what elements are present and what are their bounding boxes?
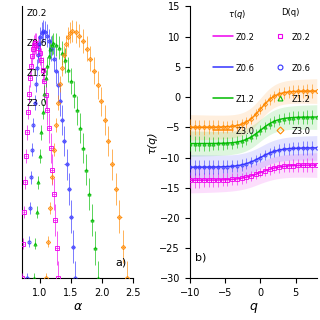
Text: $\tau(q)$: $\tau(q)$ xyxy=(228,8,246,21)
Text: Z3.0: Z3.0 xyxy=(236,127,254,136)
Text: a): a) xyxy=(115,258,126,268)
X-axis label: α: α xyxy=(74,300,82,313)
Text: b): b) xyxy=(195,252,206,262)
Text: Z0.2: Z0.2 xyxy=(292,33,310,42)
Text: Z0.2: Z0.2 xyxy=(236,33,254,42)
Text: Z0.2: Z0.2 xyxy=(27,9,47,18)
Text: Z3.0: Z3.0 xyxy=(292,127,310,136)
Text: Z0.6: Z0.6 xyxy=(27,39,47,48)
Y-axis label: τ(q): τ(q) xyxy=(147,131,157,154)
Text: D(q): D(q) xyxy=(281,8,300,17)
Text: Z1.2: Z1.2 xyxy=(27,69,47,78)
Text: Z0.6: Z0.6 xyxy=(236,64,254,73)
Text: Z1.2: Z1.2 xyxy=(236,95,254,104)
Text: Z0.6: Z0.6 xyxy=(292,64,310,73)
Text: Z1.2: Z1.2 xyxy=(292,95,310,104)
X-axis label: q: q xyxy=(249,300,257,313)
Text: Z3.0: Z3.0 xyxy=(27,99,47,108)
